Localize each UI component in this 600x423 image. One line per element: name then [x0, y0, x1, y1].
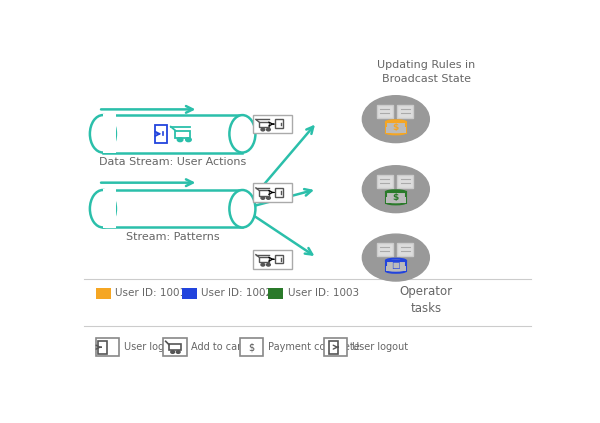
Ellipse shape [386, 120, 406, 124]
FancyBboxPatch shape [324, 338, 347, 356]
FancyBboxPatch shape [163, 338, 187, 356]
Text: User ID: 1001: User ID: 1001 [115, 288, 187, 298]
Ellipse shape [386, 131, 406, 135]
FancyBboxPatch shape [377, 105, 392, 118]
Circle shape [266, 197, 271, 199]
Circle shape [185, 138, 191, 142]
Text: Stream: Patterns: Stream: Patterns [126, 232, 220, 242]
Bar [268, 288, 283, 299]
Text: Payment complete: Payment complete [268, 342, 360, 352]
Text: □: □ [392, 261, 400, 270]
Circle shape [261, 128, 265, 131]
Text: User ID: 1003: User ID: 1003 [287, 288, 359, 298]
Bar [96, 288, 111, 299]
FancyBboxPatch shape [377, 175, 392, 188]
Ellipse shape [90, 115, 116, 153]
Circle shape [266, 128, 271, 131]
Ellipse shape [386, 190, 406, 194]
FancyBboxPatch shape [397, 105, 413, 118]
Bar [386, 261, 406, 271]
FancyBboxPatch shape [240, 338, 263, 356]
FancyBboxPatch shape [397, 175, 413, 188]
Bar [386, 266, 406, 271]
FancyBboxPatch shape [275, 255, 283, 264]
Text: $: $ [393, 123, 399, 132]
FancyBboxPatch shape [169, 344, 181, 350]
Ellipse shape [90, 190, 116, 228]
FancyBboxPatch shape [275, 119, 283, 128]
Text: User login: User login [124, 342, 173, 352]
FancyBboxPatch shape [377, 243, 392, 256]
FancyBboxPatch shape [175, 131, 190, 138]
Circle shape [178, 138, 183, 142]
FancyBboxPatch shape [397, 243, 413, 256]
FancyBboxPatch shape [275, 188, 283, 197]
Ellipse shape [386, 269, 406, 273]
Text: Operator
tasks: Operator tasks [400, 285, 452, 315]
FancyBboxPatch shape [329, 341, 338, 354]
FancyBboxPatch shape [98, 341, 107, 354]
Circle shape [171, 351, 175, 353]
Bar [386, 127, 406, 132]
Bar [103, 115, 242, 153]
FancyBboxPatch shape [259, 122, 269, 127]
FancyBboxPatch shape [259, 257, 269, 262]
Bar [103, 115, 116, 153]
FancyBboxPatch shape [253, 183, 292, 202]
Circle shape [176, 351, 180, 353]
Bar [103, 190, 116, 228]
Circle shape [261, 197, 265, 199]
Text: Add to cart: Add to cart [191, 342, 245, 352]
Text: $: $ [393, 193, 399, 202]
Text: User ID: 1002: User ID: 1002 [202, 288, 272, 298]
Text: User logout: User logout [352, 342, 408, 352]
Bar [386, 192, 406, 203]
Circle shape [261, 264, 265, 266]
FancyBboxPatch shape [96, 338, 119, 356]
FancyBboxPatch shape [253, 115, 292, 134]
Text: $: $ [248, 342, 255, 352]
Bar [386, 122, 406, 132]
Circle shape [362, 96, 430, 143]
FancyBboxPatch shape [259, 190, 269, 196]
Ellipse shape [386, 201, 406, 204]
FancyBboxPatch shape [253, 250, 292, 269]
Text: Data Stream: User Actions: Data Stream: User Actions [99, 157, 246, 168]
Circle shape [266, 264, 271, 266]
Bar [103, 190, 242, 228]
Ellipse shape [386, 259, 406, 262]
Text: Updating Rules in
Broadcast State: Updating Rules in Broadcast State [377, 60, 475, 83]
Ellipse shape [229, 115, 256, 153]
FancyBboxPatch shape [155, 125, 167, 143]
Bar [386, 198, 406, 203]
Circle shape [362, 166, 430, 213]
Bar [182, 288, 197, 299]
Circle shape [362, 234, 430, 281]
Ellipse shape [229, 190, 256, 228]
